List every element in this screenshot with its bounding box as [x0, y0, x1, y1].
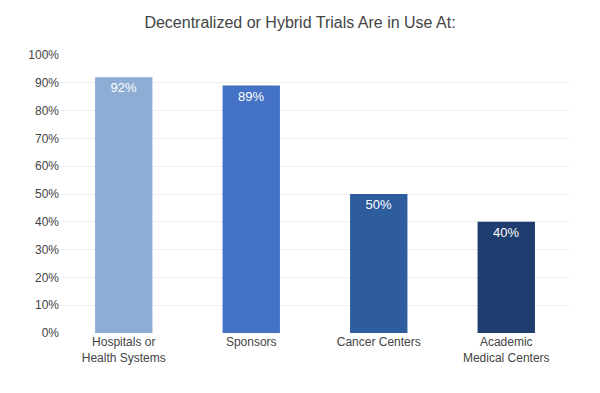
svg-text:10%: 10% [35, 298, 59, 312]
svg-text:Decentralized or Hybrid Trials: Decentralized or Hybrid Trials Are in Us… [144, 14, 455, 31]
svg-text:AcademicMedical Centers: AcademicMedical Centers [463, 335, 550, 365]
svg-text:40%: 40% [35, 215, 59, 229]
svg-text:Cancer Centers: Cancer Centers [337, 335, 421, 349]
svg-text:50%: 50% [35, 187, 59, 201]
svg-text:40%: 40% [493, 225, 519, 240]
svg-text:50%: 50% [366, 197, 392, 212]
svg-text:20%: 20% [35, 271, 59, 285]
svg-text:90%: 90% [35, 76, 59, 90]
svg-text:70%: 70% [35, 132, 59, 146]
svg-text:Sponsors: Sponsors [226, 335, 277, 349]
svg-text:92%: 92% [111, 80, 137, 95]
svg-text:0%: 0% [42, 326, 60, 340]
svg-text:89%: 89% [238, 89, 264, 104]
svg-text:30%: 30% [35, 243, 59, 257]
svg-text:60%: 60% [35, 159, 59, 173]
svg-text:100%: 100% [28, 48, 59, 62]
svg-text:Hospitals orHealth Systems: Hospitals orHealth Systems [82, 335, 166, 365]
svg-text:80%: 80% [35, 104, 59, 118]
